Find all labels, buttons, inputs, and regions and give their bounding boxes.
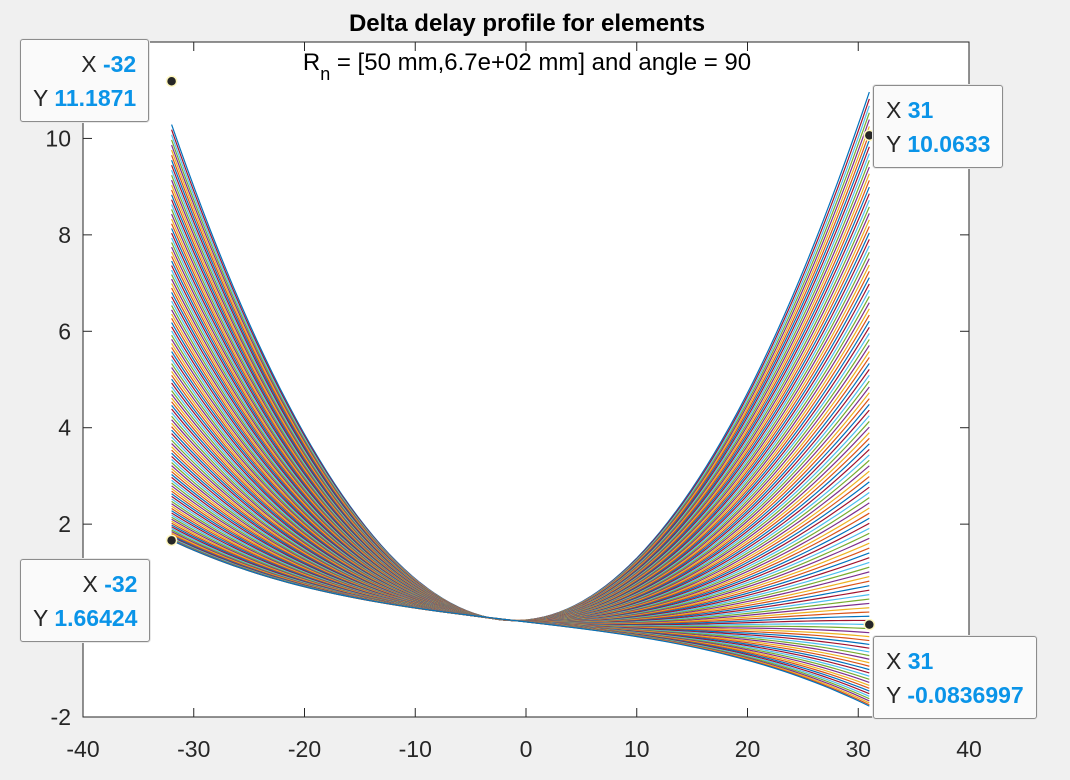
- y-tick-label: 2: [58, 511, 71, 537]
- datatip-top-left[interactable]: X -32 Y 11.1871: [20, 39, 150, 122]
- y-tick-label: 4: [58, 415, 71, 441]
- delay-curve: [171, 539, 870, 707]
- x-tick-label: 40: [956, 736, 982, 762]
- datatip-marker[interactable]: [165, 75, 178, 87]
- y-tick-label: 8: [58, 222, 71, 248]
- x-tick-label: 10: [624, 736, 650, 762]
- datatip-x-value: 31: [907, 97, 934, 123]
- x-tick-label: -10: [399, 736, 432, 762]
- x-tick-label: -20: [288, 736, 321, 762]
- x-axis: -40 -30 -20 -10 0 10 20 30 40: [66, 42, 982, 762]
- datatip-y-value: 10.0633: [907, 131, 991, 157]
- datatip-top-right[interactable]: X 31 Y 10.0633: [873, 85, 1004, 168]
- x-tick-label: -40: [66, 736, 99, 762]
- y-axis: -2 2 4 6 8 10: [45, 125, 969, 730]
- x-tick-label: 20: [735, 736, 761, 762]
- datatip-markers: [165, 75, 876, 631]
- datatip-x-value: -32: [102, 51, 137, 77]
- datatip-marker[interactable]: [165, 534, 178, 547]
- datatip-x-value: -32: [104, 571, 138, 597]
- datatip-x-value: 31: [907, 648, 934, 674]
- delay-curves: [171, 91, 870, 707]
- y-tick-label: -2: [51, 704, 71, 730]
- y-tick-label: 10: [45, 125, 71, 151]
- x-tick-label: 30: [845, 736, 871, 762]
- x-tick-label: 0: [520, 736, 533, 762]
- chart-title: Delta delay profile for elements: [349, 10, 705, 37]
- chart-subtitle: Rn = [50 mm,6.7e+02 mm] and angle = 90: [303, 49, 751, 84]
- datatip-bottom-left[interactable]: X -32 Y 1.66424: [20, 559, 151, 642]
- datatip-marker[interactable]: [863, 618, 876, 631]
- datatip-bottom-right[interactable]: X 31 Y -0.0836997: [873, 636, 1037, 719]
- x-tick-label: -30: [177, 736, 210, 762]
- datatip-y-value: 11.1871: [54, 85, 137, 111]
- y-tick-label: 6: [58, 318, 71, 344]
- datatip-y-value: 1.66424: [54, 605, 138, 631]
- datatip-y-value: -0.0836997: [907, 682, 1024, 708]
